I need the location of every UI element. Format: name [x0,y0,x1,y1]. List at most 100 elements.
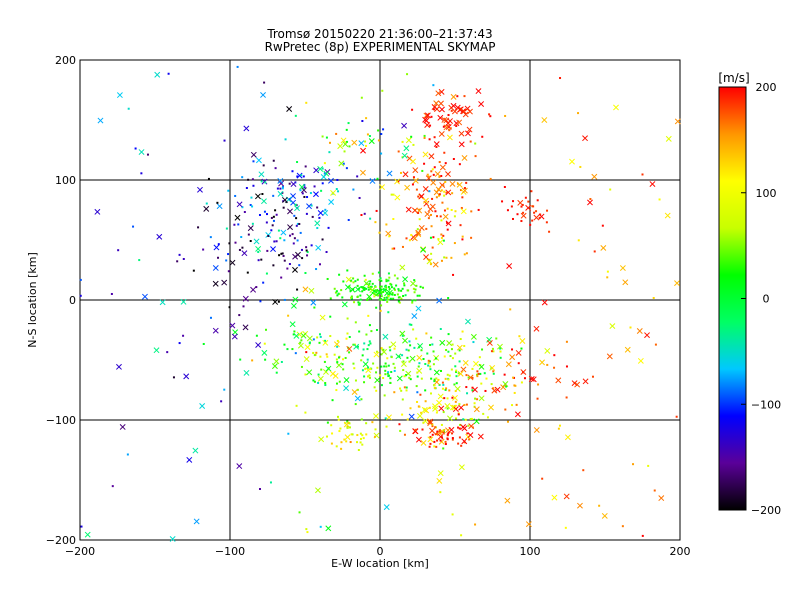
data-point-dot [243,211,246,214]
data-point-dot [359,441,362,444]
data-point-dot [358,330,361,333]
data-point-cross [425,175,432,182]
data-point-dot [432,350,435,353]
data-point-dot [305,212,308,215]
data-point-dot [392,217,395,220]
data-point-cross [488,404,494,411]
data-point-cross [649,181,656,188]
data-point-dot [429,365,432,368]
data-point-dot [283,298,286,301]
data-point-dot [330,442,333,445]
data-point-dot [361,443,364,446]
data-point-dot [348,335,351,338]
data-point-dot [359,298,362,301]
data-point-cross [265,231,272,238]
data-point-dot [336,361,339,364]
data-point-dot [293,237,296,240]
data-point-cross [465,318,471,325]
data-point-dot [388,288,391,291]
data-point-dot [315,351,318,354]
data-point-dot [388,276,391,279]
data-point-cross [399,264,406,271]
data-point-cross [337,143,344,150]
data-point-cross [386,289,393,296]
data-point-dot [443,355,446,358]
data-point-dot [442,184,445,187]
data-point-dot [364,278,367,281]
data-point-dot [325,250,328,253]
data-point-dot [460,206,463,209]
data-point-dot [366,348,369,351]
data-point-dot [321,182,324,185]
data-point-dot [434,357,437,360]
data-point-cross [183,373,190,380]
data-point-dot [296,239,299,242]
data-point-dot [303,195,306,198]
data-point-cross [258,171,265,178]
data-point-dot [291,348,294,351]
data-point-cross [457,370,464,377]
data-point-cross [317,375,324,382]
data-point-dot [205,202,208,205]
data-point-dot [472,341,475,344]
data-point-cross [437,433,444,440]
data-point-dot [399,429,402,432]
data-point-dot [358,196,361,199]
data-point-cross [229,322,236,329]
data-point-dot [312,379,315,382]
data-point-dot [275,213,278,216]
data-point-cross [333,341,340,348]
data-point-dot [197,226,200,229]
data-point-dot [415,284,418,287]
data-point-dot [329,335,332,338]
data-point-dot [463,344,466,347]
data-point-dot [450,208,453,211]
data-point-dot [433,445,436,448]
data-point-dot [375,209,378,212]
data-point-dot [411,183,414,186]
data-point-dot [311,215,314,218]
data-point-dot [433,384,436,387]
data-point-dot [386,300,389,303]
data-point-dot [319,525,322,528]
data-point-dot [239,358,242,361]
data-point-dot [298,264,301,267]
data-point-dot [245,186,248,189]
data-point-cross [303,356,310,363]
data-point-cross [458,141,465,148]
data-point-dot [429,213,432,216]
data-point-dot [641,173,644,176]
data-point-dot [477,208,480,211]
data-point-dot [425,227,428,230]
chart-title: Tromsø 20150220 21:36:00–21:37:43 [267,27,493,41]
data-point-dot [252,160,255,163]
data-point-dot [440,436,443,439]
data-point-dot [317,381,320,384]
data-point-cross [199,403,206,409]
data-point-dot [306,251,309,254]
data-point-cross [273,358,280,365]
x-tick-label: 200 [670,545,691,558]
data-point-cross [343,421,350,428]
data-point-dot [310,244,313,247]
data-point-dot [520,220,523,223]
data-point-cross [292,296,299,303]
data-point-dot [401,413,404,416]
data-point-dot [442,239,445,242]
data-point-cross [664,212,671,219]
data-point-cross [509,354,516,361]
data-point-dot [300,174,303,177]
data-point-dot [471,417,474,420]
data-point-dot [521,203,524,206]
data-point-cross [574,381,581,388]
data-point-dot [277,300,280,303]
data-point-dot [430,170,433,173]
data-point-cross [386,414,392,421]
data-point-cross [658,495,665,502]
data-point-dot [246,271,249,274]
data-point-dot [324,384,327,387]
data-point-dot [392,297,395,300]
data-point-dot [384,373,387,376]
data-point-dot [305,246,308,249]
data-point-cross [272,299,279,305]
